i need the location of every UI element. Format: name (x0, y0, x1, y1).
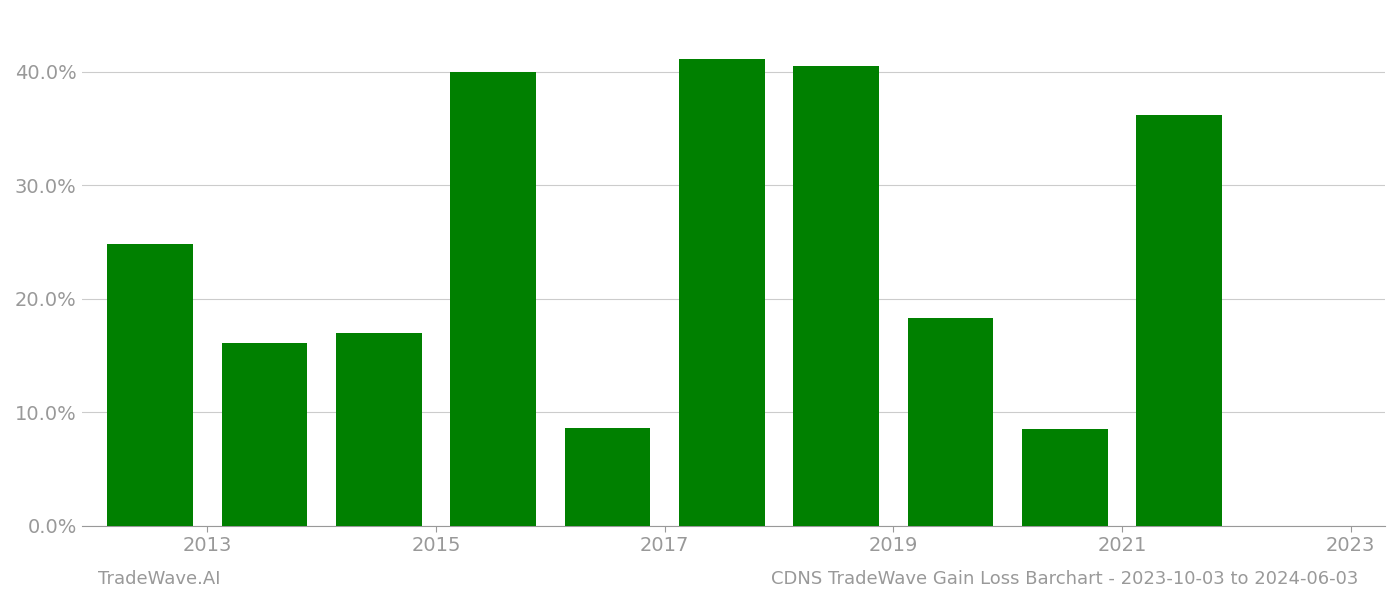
Text: CDNS TradeWave Gain Loss Barchart - 2023-10-03 to 2024-06-03: CDNS TradeWave Gain Loss Barchart - 2023… (770, 570, 1358, 588)
Bar (679, 59, 764, 526)
Bar (108, 244, 193, 526)
Bar (794, 66, 879, 526)
Bar (1022, 429, 1107, 526)
Bar (564, 428, 651, 526)
Bar (336, 332, 421, 526)
Bar (1137, 115, 1222, 526)
Bar (221, 343, 308, 526)
Bar (451, 72, 536, 526)
Bar (907, 318, 994, 526)
Text: TradeWave.AI: TradeWave.AI (98, 570, 221, 588)
